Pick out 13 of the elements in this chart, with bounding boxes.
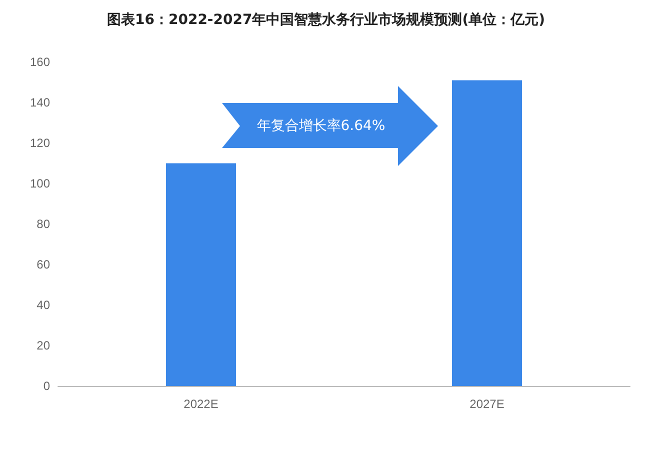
y-tick-label: 100 bbox=[30, 176, 50, 190]
y-tick-label: 60 bbox=[36, 258, 50, 272]
y-tick-label: 140 bbox=[30, 96, 50, 110]
y-tick-label: 120 bbox=[30, 136, 50, 150]
x-tick-label: 2022E bbox=[184, 397, 218, 411]
y-tick-label: 0 bbox=[43, 379, 50, 393]
y-tick-label: 160 bbox=[30, 55, 50, 69]
y-tick-label: 20 bbox=[36, 338, 50, 352]
chart-title: 图表16：2022-2027年中国智慧水务行业市场规模预测(单位：亿元) bbox=[106, 11, 546, 28]
x-tick-label: 2027E bbox=[470, 397, 504, 411]
y-tick-label: 80 bbox=[36, 217, 50, 231]
y-tick-label: 40 bbox=[36, 298, 50, 312]
annotation: 年复合增长率6.64% bbox=[256, 117, 386, 135]
